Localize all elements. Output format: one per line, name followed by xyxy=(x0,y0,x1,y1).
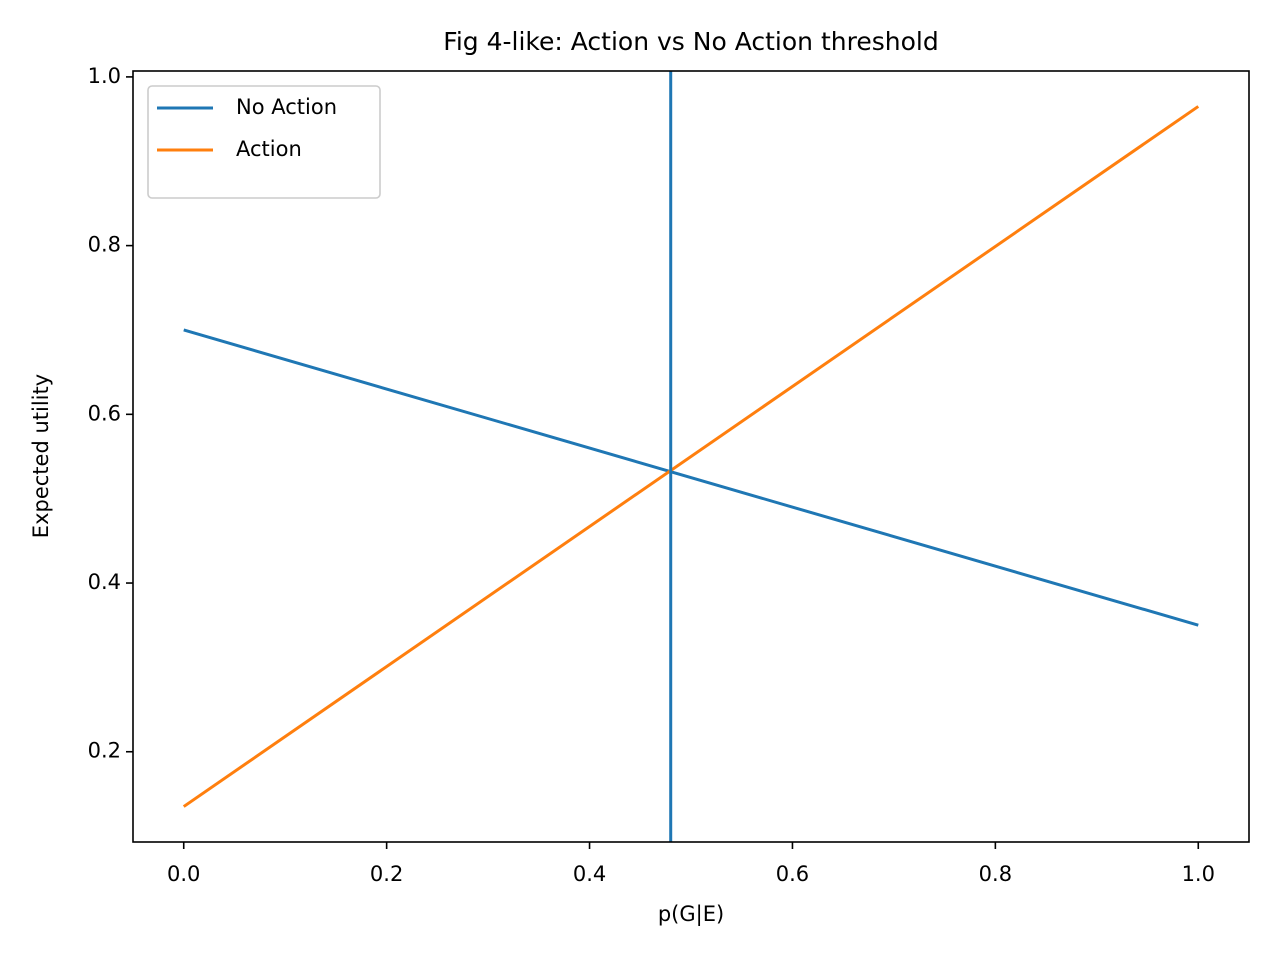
y-tick-label: 0.4 xyxy=(88,570,121,594)
legend-label: Action xyxy=(236,137,302,161)
series-line xyxy=(182,105,1200,808)
y-tick-label: 0.8 xyxy=(88,233,121,257)
y-axis-label: Expected utility xyxy=(29,374,53,538)
x-axis-label: p(G|E) xyxy=(658,902,724,927)
y-tick-label: 0.2 xyxy=(88,739,121,763)
legend-label: No Action xyxy=(236,95,337,119)
plot-frame xyxy=(132,70,1250,843)
chart-title: Fig 4-like: Action vs No Action threshol… xyxy=(443,27,938,56)
x-tick-label: 0.8 xyxy=(979,862,1012,886)
x-tick-label: 0.4 xyxy=(573,862,606,886)
x-tick-label: 0.0 xyxy=(167,862,200,886)
series-line xyxy=(183,328,1199,627)
y-tick-label: 1.0 xyxy=(88,64,121,88)
x-tick-label: 0.6 xyxy=(776,862,809,886)
x-tick-label: 1.0 xyxy=(1182,862,1215,886)
legend-box xyxy=(147,85,381,199)
x-tick-label: 0.2 xyxy=(370,862,403,886)
y-tick-label: 0.6 xyxy=(88,401,121,425)
